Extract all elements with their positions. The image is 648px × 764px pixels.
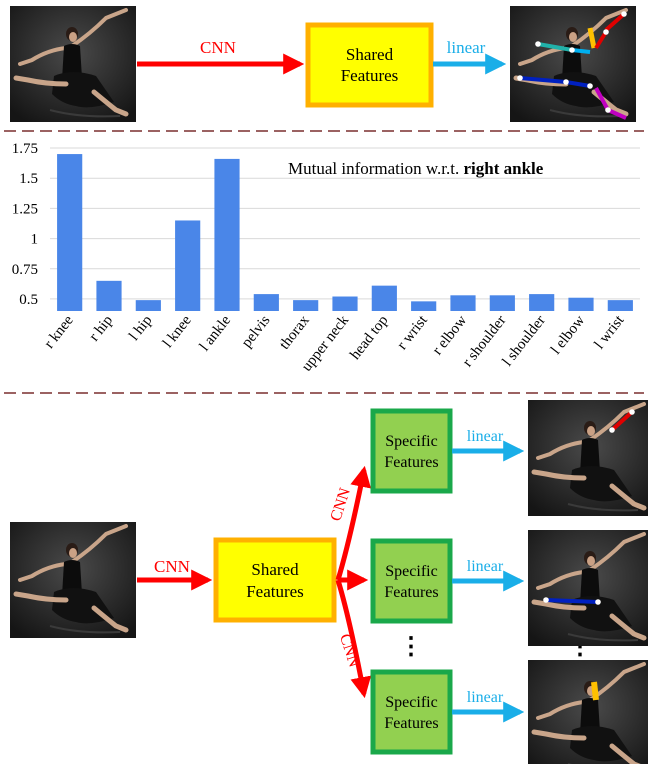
x-tick-label: thorax xyxy=(277,312,314,352)
shared-features-label-top-line1: Shared xyxy=(346,45,394,64)
bar-upper-neck xyxy=(332,296,358,311)
specific-features-box-1-line2: Features xyxy=(384,454,438,471)
cnn-label-top: CNN xyxy=(200,38,236,57)
bar-l-wrist xyxy=(607,300,633,311)
chart-title-prefix: Mutual information w.r.t. xyxy=(288,159,464,178)
y-tick-label: 0.5 xyxy=(19,292,38,308)
shared-features-label-top-line2: Features xyxy=(341,66,399,85)
x-tick-label: head top xyxy=(347,313,391,363)
chart-bars xyxy=(57,154,633,311)
y-tick-label: 1.75 xyxy=(12,141,38,157)
specific-features-box-2-line2: Features xyxy=(384,584,438,601)
linear-label-top: linear xyxy=(447,38,486,57)
pose-skeleton-full xyxy=(517,11,627,120)
shared-features-label-bottom-line2: Features xyxy=(246,582,304,601)
specific-features-box-3 xyxy=(370,669,453,755)
specific-features-box-1-line1: Specific xyxy=(385,433,437,450)
mutual-information-chart: 0.5 0.75 1 1.25 1.5 1.75 r knee r hip l hip l kn… xyxy=(12,141,640,375)
y-tick-label: 1.5 xyxy=(19,171,38,187)
specific-features-box-1 xyxy=(370,408,453,494)
branch-cnn-label-up: CNN xyxy=(327,485,354,523)
y-tick-label: 1.25 xyxy=(12,201,38,217)
cnn-label-bottom: CNN xyxy=(154,557,190,576)
linear-label-3: linear xyxy=(467,689,504,706)
top-pipeline: CNN Shared Features linear xyxy=(10,6,636,122)
linear-label-1: linear xyxy=(467,428,504,445)
shared-features-box-top xyxy=(305,22,434,108)
bar-l-knee xyxy=(175,220,201,311)
input-image-bottom xyxy=(10,522,136,638)
specific-features-box-3-line1: Specific xyxy=(385,694,437,711)
x-tick-label: r wrist xyxy=(394,312,431,353)
x-tick-label: r knee xyxy=(41,312,77,351)
x-tick-label: pelvis xyxy=(239,312,274,350)
bar-thorax xyxy=(293,300,319,311)
x-tick-label: l elbow xyxy=(548,312,588,357)
x-tick-label: l hip xyxy=(126,313,155,344)
linear-label-2: linear xyxy=(467,558,504,575)
y-tick-label: 1 xyxy=(31,232,39,248)
bar-r-shoulder xyxy=(489,295,515,311)
bar-head-top xyxy=(371,285,397,311)
input-image-top xyxy=(10,6,136,122)
specific-features-box-3-line2: Features xyxy=(384,715,438,732)
y-tick-label: 0.75 xyxy=(12,262,38,278)
x-tick-label: l knee xyxy=(160,312,195,351)
bar-l-elbow xyxy=(568,297,594,311)
branch-cnn-label-down: CNN xyxy=(336,632,363,670)
bar-l-ankle xyxy=(214,158,240,311)
x-tick-label: l wrist xyxy=(592,312,628,352)
chart-title: Mutual information w.r.t. right ankle xyxy=(288,159,544,178)
output-image-head xyxy=(528,660,648,764)
chart-x-tick-labels: r knee r hip l hip l knee l ankle pelvis thora… xyxy=(41,312,628,375)
branch-arrow-up xyxy=(335,465,372,581)
specific-features-box-2-line1: Specific xyxy=(385,563,437,580)
output-image-left-leg xyxy=(528,530,648,646)
shared-features-label-bottom-line1: Shared xyxy=(251,560,299,579)
output-image-full-pose xyxy=(510,6,636,122)
bottom-pipeline: CNN Shared Features CNN CNN Specific Fea… xyxy=(10,400,648,764)
chart-gridlines xyxy=(50,147,640,300)
bar-l-shoulder xyxy=(529,294,555,311)
bar-r-wrist xyxy=(411,301,437,311)
bar-r-elbow xyxy=(450,295,476,311)
output-image-right-arm xyxy=(528,400,648,516)
bar-r-knee xyxy=(57,154,83,311)
x-tick-label: l ankle xyxy=(197,312,235,354)
bar-pelvis xyxy=(253,294,279,311)
branch-arrow-down xyxy=(335,579,372,699)
bar-l-hip xyxy=(135,300,161,311)
x-tick-label: r hip xyxy=(86,313,116,345)
specific-features-box-2 xyxy=(370,538,453,624)
x-tick-label: r elbow xyxy=(430,312,471,358)
chart-title-bold: right ankle xyxy=(464,159,544,178)
ellipsis-middle: ⋮ xyxy=(399,634,423,660)
shared-features-box-bottom xyxy=(213,537,337,623)
bar-r-hip xyxy=(96,280,122,311)
chart-y-tick-labels: 0.5 0.75 1 1.25 1.5 1.75 xyxy=(12,141,38,308)
